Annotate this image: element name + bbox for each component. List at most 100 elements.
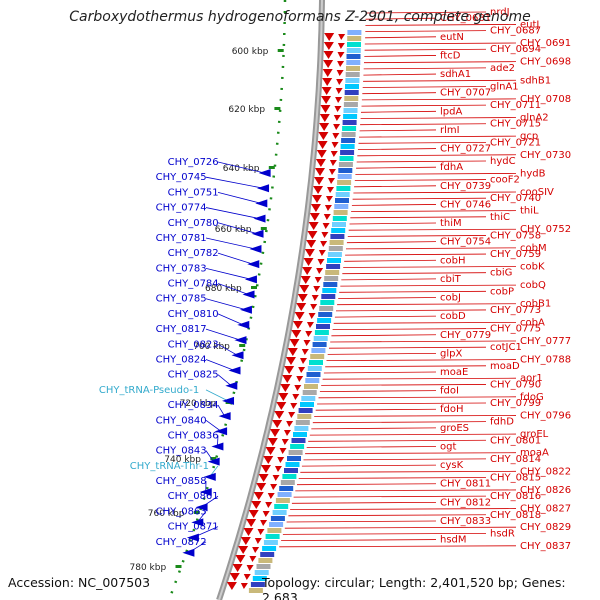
gc-content-band (318, 312, 333, 317)
forward-gene-arrow (333, 115, 341, 121)
gc-content-band (344, 96, 359, 101)
gc-content-band (319, 306, 334, 311)
gene-label-right: CHY_0816 (490, 491, 541, 502)
kbp-tick-mark (210, 457, 217, 460)
reverse-gene-arrow (222, 396, 235, 405)
forward-gene-arrow (296, 303, 307, 311)
gene-label-right: fdoI (440, 386, 459, 397)
gene-label-right: CHY_0711 (490, 100, 541, 111)
gene-label-right: CHY_0730 (520, 150, 571, 161)
forward-gene-arrow (254, 538, 262, 544)
accession-label: Accession: NC_007503 (8, 575, 151, 590)
gc-content-band (340, 150, 355, 155)
gc-content-band (284, 468, 298, 473)
forward-gene-arrow (267, 493, 275, 499)
forward-gene-arrow (292, 321, 303, 329)
right-label-leader (318, 396, 517, 399)
gene-label-left: CHY_0817 (156, 324, 207, 335)
gc-content-band (274, 504, 289, 509)
gene-label-right: cobM (520, 243, 547, 254)
gene-label-right: hsdR (490, 528, 515, 539)
gc-content-band (340, 144, 355, 149)
gc-content-band (317, 318, 332, 323)
forward-gene-arrow (269, 429, 280, 437)
forward-gene-arrow (321, 87, 332, 95)
right-label-leader (279, 545, 517, 548)
forward-gene-arrow (310, 304, 318, 310)
gene-label-left: CHY_0810 (168, 309, 219, 320)
forward-gene-arrow (274, 466, 282, 472)
gc-content-band (248, 588, 263, 593)
forward-gene-arrow (336, 70, 344, 76)
forward-gene-arrow (238, 546, 249, 554)
gene-label-right: CHY_0707 (440, 88, 491, 99)
forward-gene-arrow (321, 96, 332, 104)
right-label-leader (351, 204, 437, 206)
gene-label-left: CHY_0783 (156, 263, 207, 274)
gene-label-left: CHY_0785 (156, 294, 207, 305)
gene-label-right: cobB1 (520, 299, 551, 310)
gene-label-left: CHY_0825 (168, 370, 219, 381)
right-label-leader (363, 79, 517, 82)
gc-content-band (328, 246, 343, 251)
kbp-tick-mark (274, 107, 281, 110)
reverse-gene-arrow (228, 366, 241, 375)
gc-content-band (316, 324, 330, 329)
gene-label-left: CHY_0834 (168, 400, 219, 411)
genome-backbone (216, 0, 325, 600)
gene-label-right: fdoG (520, 392, 544, 403)
gc-content-band (343, 114, 358, 119)
gene-label-right: ftcD (440, 50, 461, 61)
right-label-leader (360, 110, 437, 113)
gene-label-left: CHY_0823 (168, 339, 219, 350)
forward-gene-arrow (314, 177, 325, 185)
gc-content-band (311, 348, 326, 353)
right-label-leader (314, 415, 517, 417)
right-label-leader (364, 48, 487, 51)
forward-gene-arrow (322, 78, 333, 86)
forward-gene-arrow (274, 411, 285, 419)
forward-gene-arrow (316, 268, 324, 274)
forward-gene-arrow (280, 384, 291, 392)
gene-label-right: CHY_0827 (520, 504, 571, 515)
reverse-gene-arrow (249, 244, 262, 253)
gene-label-left: CHY_0858 (156, 476, 207, 487)
forward-gene-arrow (319, 114, 330, 122)
right-label-leader (347, 235, 487, 237)
right-label-leader (358, 135, 517, 138)
reverse-gene-arrow (234, 336, 247, 345)
forward-gene-arrow (338, 34, 346, 40)
right-label-leader (356, 160, 487, 163)
kbp-tick-label: 640 kbp (223, 164, 260, 174)
forward-gene-arrow (329, 169, 337, 175)
forward-gene-arrow (320, 241, 328, 247)
kbp-tick-mark (175, 565, 182, 568)
gene-label-right: fdhD (490, 417, 514, 428)
forward-gene-arrow (323, 42, 334, 50)
position-tick-ring (167, 0, 287, 600)
left-label-leader (217, 222, 258, 235)
forward-gene-arrow (252, 547, 260, 553)
gc-content-band (262, 546, 277, 551)
forward-gene-arrow (279, 448, 287, 454)
left-label-leader (205, 237, 256, 250)
gene-label-left: CHY_0781 (156, 233, 207, 244)
gene-label-right: CHY_0779 (440, 330, 491, 341)
gc-content-band (341, 132, 356, 137)
gc-content-band (333, 210, 348, 215)
forward-gene-arrow (320, 105, 331, 113)
reverse-gene-arrow (258, 169, 271, 177)
reverse-gene-arrow (207, 457, 220, 466)
forward-gene-arrow (258, 474, 269, 482)
left-label-leader (205, 359, 235, 371)
forward-gene-arrow (306, 240, 317, 248)
gene-label-right: CHY_0818 (490, 510, 541, 521)
forward-gene-arrow (265, 447, 276, 455)
forward-gene-arrow (300, 276, 311, 284)
gene-label-right: cooSIV (520, 187, 554, 198)
reverse-gene-arrow (195, 503, 208, 512)
gc-content-band (310, 354, 325, 359)
forward-gene-arrow (240, 537, 251, 545)
gc-content-band (269, 522, 284, 527)
gc-content-band (260, 552, 275, 557)
